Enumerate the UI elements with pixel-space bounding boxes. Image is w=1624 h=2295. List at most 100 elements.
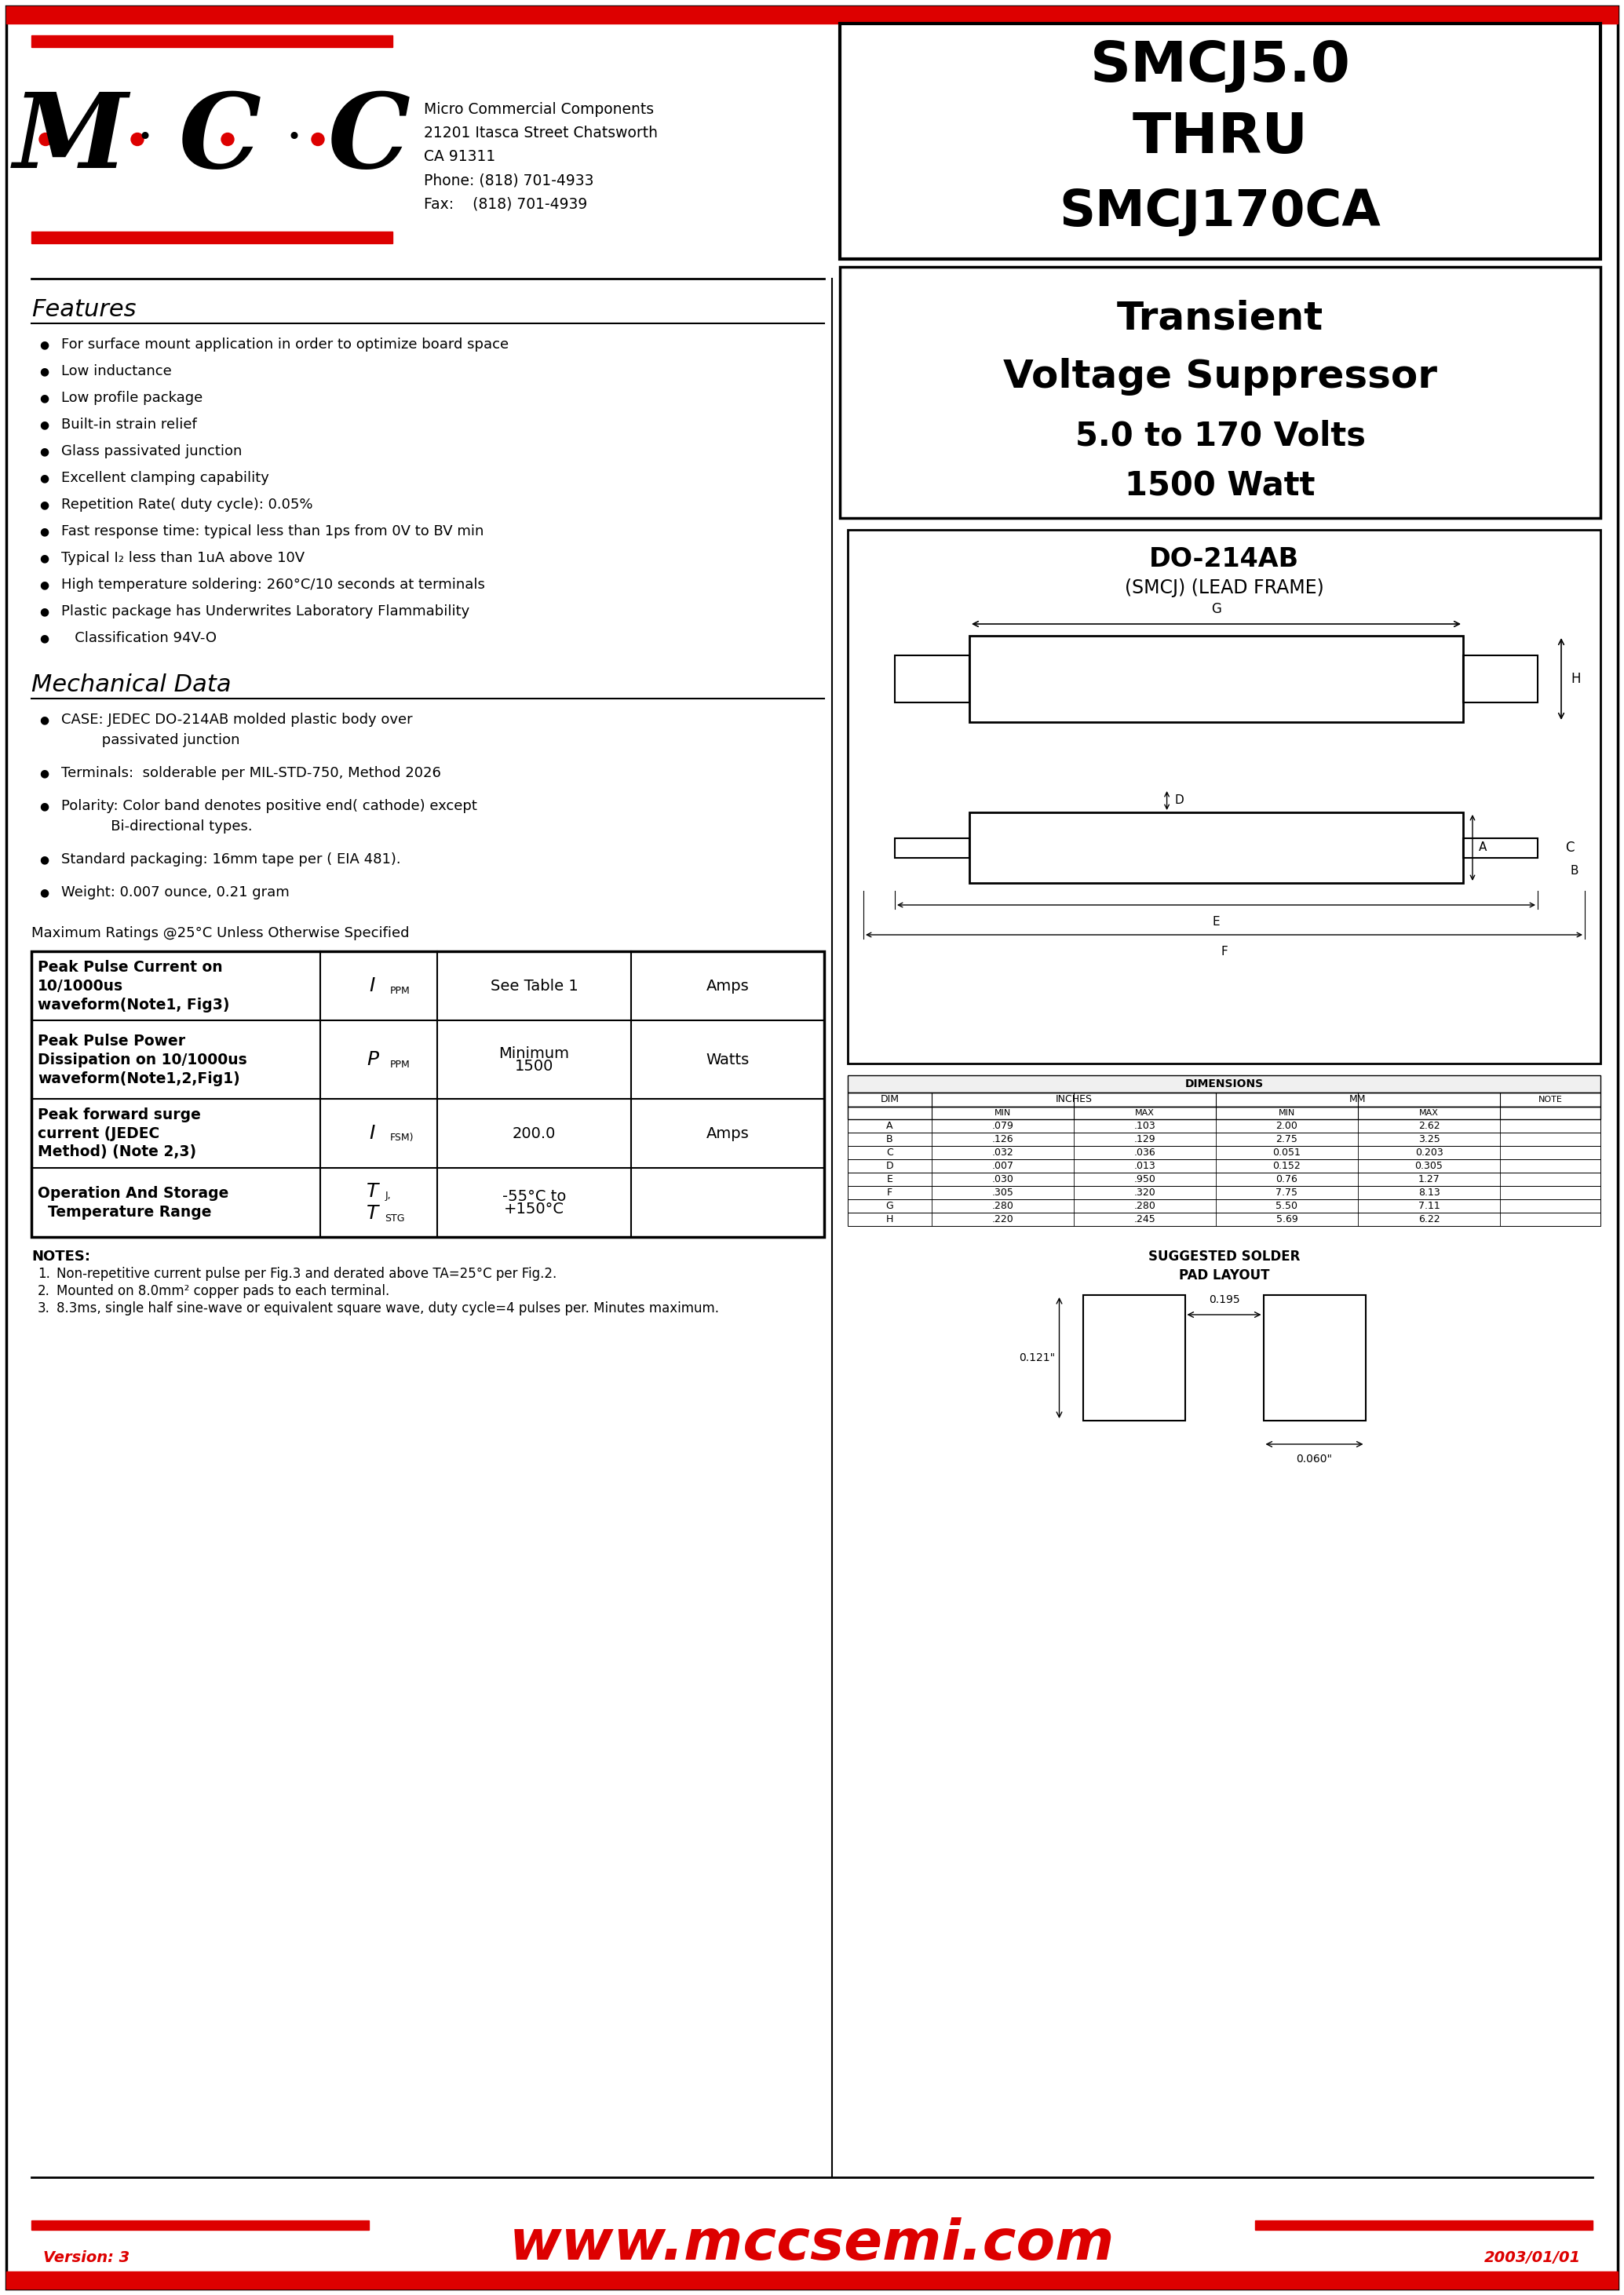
Bar bbox=[6, 2272, 1618, 2288]
Text: 3.: 3. bbox=[37, 1301, 50, 1315]
Text: DIM: DIM bbox=[880, 1095, 900, 1104]
Text: SMCJ170CA: SMCJ170CA bbox=[1059, 188, 1380, 236]
Text: P: P bbox=[367, 1051, 378, 1069]
Text: -55°C to: -55°C to bbox=[502, 1189, 567, 1203]
Text: C: C bbox=[887, 1148, 893, 1157]
Text: Transient: Transient bbox=[1117, 298, 1324, 337]
Text: ●: ● bbox=[39, 801, 49, 812]
Bar bbox=[1255, 2222, 1593, 2231]
Text: waveform(Note1,2,Fig1): waveform(Note1,2,Fig1) bbox=[37, 1072, 240, 1086]
Text: G: G bbox=[1212, 601, 1221, 615]
Text: MM: MM bbox=[1350, 1095, 1366, 1104]
Bar bbox=[848, 1145, 1601, 1159]
Text: .007: .007 bbox=[992, 1161, 1013, 1170]
Text: .036: .036 bbox=[1134, 1148, 1156, 1157]
Bar bbox=[970, 812, 1463, 884]
Text: .032: .032 bbox=[992, 1148, 1013, 1157]
Text: PAD LAYOUT: PAD LAYOUT bbox=[1179, 1269, 1270, 1283]
Text: Low profile package: Low profile package bbox=[62, 390, 203, 404]
Circle shape bbox=[221, 133, 234, 145]
Bar bbox=[848, 1134, 1601, 1145]
Text: I: I bbox=[370, 975, 375, 996]
Text: Excellent clamping capability: Excellent clamping capability bbox=[62, 470, 270, 484]
Text: MIN: MIN bbox=[1278, 1108, 1296, 1118]
Text: .950: .950 bbox=[1134, 1175, 1156, 1184]
Text: Version: 3: Version: 3 bbox=[44, 2249, 130, 2265]
Bar bbox=[970, 636, 1463, 723]
Text: Low inductance: Low inductance bbox=[62, 365, 172, 379]
Text: ●: ● bbox=[39, 365, 49, 376]
Circle shape bbox=[132, 133, 143, 145]
Text: ●: ● bbox=[39, 420, 49, 429]
Text: Bi-directional types.: Bi-directional types. bbox=[62, 819, 252, 833]
Text: 5.0 to 170 Volts: 5.0 to 170 Volts bbox=[1075, 420, 1366, 452]
Bar bbox=[895, 656, 970, 702]
Bar bbox=[848, 1200, 1601, 1212]
Text: CASE: JEDEC DO-214AB molded plastic body over: CASE: JEDEC DO-214AB molded plastic body… bbox=[62, 714, 412, 728]
Text: ●: ● bbox=[39, 473, 49, 484]
Text: Plastic package has Underwrites Laboratory Flammability: Plastic package has Underwrites Laborato… bbox=[62, 604, 469, 617]
Text: F: F bbox=[887, 1187, 893, 1198]
Text: MAX: MAX bbox=[1135, 1108, 1155, 1118]
Text: PPM: PPM bbox=[390, 1060, 409, 1069]
Bar bbox=[848, 1092, 1601, 1106]
Bar bbox=[31, 2222, 369, 2231]
Text: High temperature soldering: 260°C/10 seconds at terminals: High temperature soldering: 260°C/10 sec… bbox=[62, 578, 486, 592]
Text: 5.69: 5.69 bbox=[1276, 1214, 1298, 1226]
Text: FSM): FSM) bbox=[390, 1134, 414, 1143]
Text: Amps: Amps bbox=[706, 978, 749, 994]
Text: Polarity: Color band denotes positive end( cathode) except: Polarity: Color band denotes positive en… bbox=[62, 799, 477, 812]
Bar bbox=[848, 530, 1601, 1063]
Text: Classification 94V-O: Classification 94V-O bbox=[62, 631, 216, 645]
Text: F: F bbox=[1221, 946, 1228, 957]
Bar bbox=[895, 838, 970, 858]
Text: Minimum: Minimum bbox=[499, 1047, 570, 1060]
Text: Glass passivated junction: Glass passivated junction bbox=[62, 445, 242, 459]
Text: (SMCJ) (LEAD FRAME): (SMCJ) (LEAD FRAME) bbox=[1124, 578, 1324, 597]
Text: G: G bbox=[885, 1200, 893, 1212]
Text: B: B bbox=[887, 1134, 893, 1145]
Text: ●: ● bbox=[39, 526, 49, 537]
Text: Watts: Watts bbox=[706, 1051, 749, 1067]
Text: H: H bbox=[887, 1214, 893, 1226]
Circle shape bbox=[39, 133, 52, 145]
Text: .280: .280 bbox=[1134, 1200, 1156, 1212]
Text: waveform(Note1, Fig3): waveform(Note1, Fig3) bbox=[37, 998, 229, 1012]
Text: Temperature Range: Temperature Range bbox=[37, 1205, 211, 1219]
Text: 10/1000us: 10/1000us bbox=[37, 978, 123, 994]
Text: C: C bbox=[328, 90, 411, 190]
Text: 2.: 2. bbox=[37, 1285, 50, 1299]
Text: NOTE: NOTE bbox=[1538, 1095, 1562, 1104]
Text: MAX: MAX bbox=[1419, 1108, 1439, 1118]
Text: 6.22: 6.22 bbox=[1418, 1214, 1440, 1226]
Text: Phone: (818) 701-4933: Phone: (818) 701-4933 bbox=[424, 172, 594, 188]
Text: passivated junction: passivated junction bbox=[62, 732, 240, 748]
Text: .320: .320 bbox=[1134, 1187, 1156, 1198]
Text: ●: ● bbox=[39, 606, 49, 617]
Text: ●: ● bbox=[39, 767, 49, 778]
Text: 8.13: 8.13 bbox=[1418, 1187, 1440, 1198]
Text: DIMENSIONS: DIMENSIONS bbox=[1186, 1079, 1263, 1090]
Text: 8.3ms, single half sine-wave or equivalent square wave, duty cycle=4 pulses per.: 8.3ms, single half sine-wave or equivale… bbox=[57, 1301, 719, 1315]
Text: ●: ● bbox=[39, 445, 49, 457]
Text: Typical I₂ less than 1uA above 10V: Typical I₂ less than 1uA above 10V bbox=[62, 551, 305, 565]
Text: ●: ● bbox=[39, 340, 49, 351]
Text: 2003/01/01: 2003/01/01 bbox=[1484, 2249, 1580, 2265]
Text: Voltage Suppressor: Voltage Suppressor bbox=[1004, 358, 1437, 395]
Bar bbox=[840, 266, 1601, 519]
Text: Built-in strain relief: Built-in strain relief bbox=[62, 418, 197, 431]
Text: ●: ● bbox=[39, 633, 49, 643]
Text: Operation And Storage: Operation And Storage bbox=[37, 1187, 229, 1200]
Text: Peak Pulse Current on: Peak Pulse Current on bbox=[37, 959, 222, 975]
Text: Maximum Ratings @25°C Unless Otherwise Specified: Maximum Ratings @25°C Unless Otherwise S… bbox=[31, 927, 409, 941]
Text: THRU: THRU bbox=[1132, 110, 1307, 165]
Text: Micro Commercial Components: Micro Commercial Components bbox=[424, 101, 654, 117]
Text: 0.060": 0.060" bbox=[1296, 1453, 1332, 1464]
Text: Peak Pulse Power: Peak Pulse Power bbox=[37, 1033, 185, 1049]
Text: INCHES: INCHES bbox=[1056, 1095, 1093, 1104]
Text: 2.00: 2.00 bbox=[1276, 1120, 1298, 1131]
Bar bbox=[1083, 1294, 1186, 1421]
Text: Peak forward surge: Peak forward surge bbox=[37, 1106, 201, 1122]
Text: ●: ● bbox=[39, 714, 49, 725]
Text: A: A bbox=[887, 1120, 893, 1131]
